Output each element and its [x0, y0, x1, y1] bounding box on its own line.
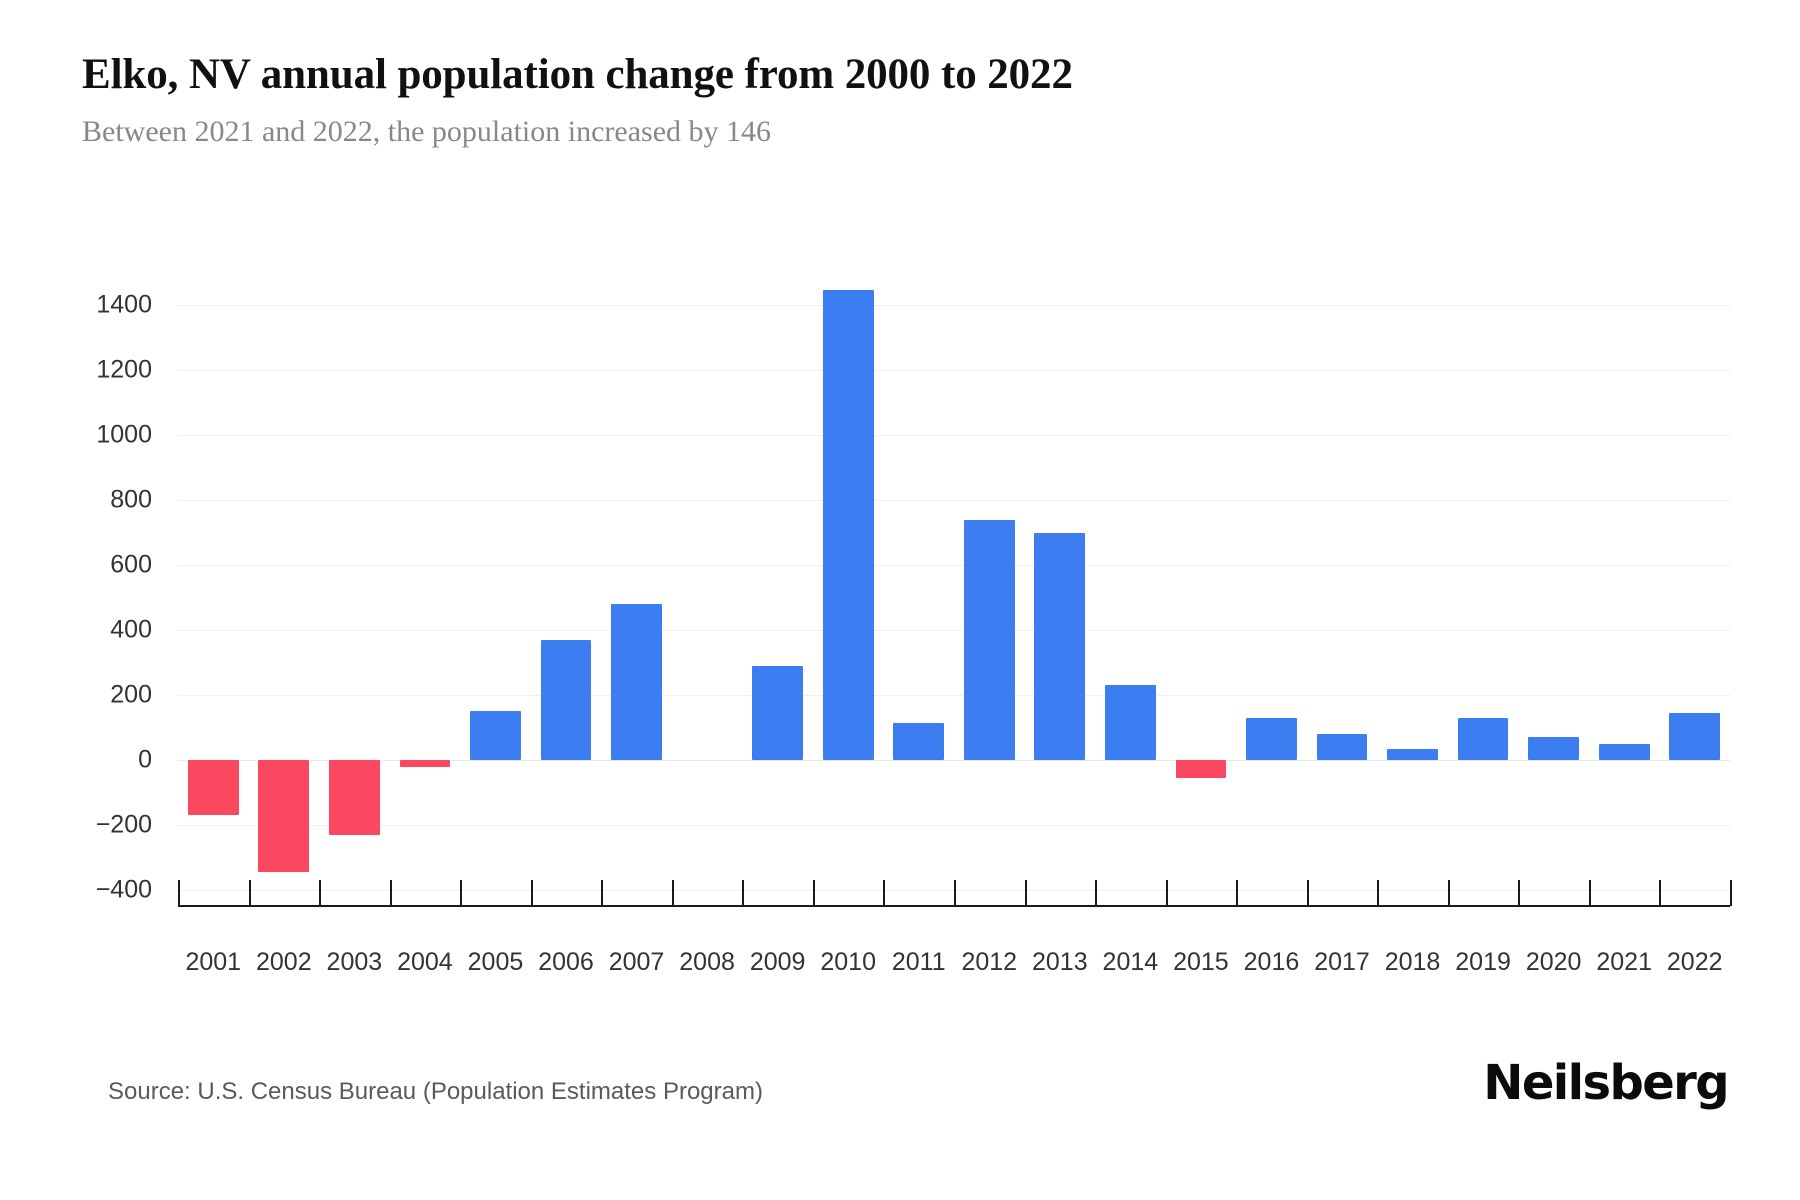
y-axis-tick-label: 1400: [96, 290, 152, 319]
chart-header: Elko, NV annual population change from 2…: [82, 51, 1682, 150]
x-axis-tick: [178, 880, 180, 906]
grid-line: [178, 305, 1730, 306]
y-axis-tick-label: 1000: [96, 420, 152, 449]
x-axis-tick: [460, 880, 463, 906]
y-axis-tick-label: 1200: [96, 355, 152, 384]
x-axis-tick-label: 2020: [1525, 948, 1582, 976]
bar-2004[interactable]: [399, 760, 451, 767]
y-axis-tick-label: 800: [110, 485, 152, 514]
bar-2015[interactable]: [1175, 760, 1227, 778]
x-axis-tick-label: 2012: [961, 948, 1018, 976]
x-axis-tick-label: 2010: [820, 948, 876, 976]
page-title: Elko, NV annual population change from 2…: [82, 51, 1073, 98]
x-axis-tick-label: 2009: [749, 948, 806, 976]
bar-2009[interactable]: [752, 665, 804, 760]
bar-2016[interactable]: [1246, 718, 1297, 760]
y-axis-tick-label: 200: [110, 680, 152, 709]
x-axis-tick-label: 2002: [256, 948, 312, 976]
zero-baseline: [178, 760, 1730, 761]
x-axis-tick-label: 2014: [1102, 948, 1159, 976]
bar-2003[interactable]: [328, 760, 380, 835]
bar-2014[interactable]: [1104, 685, 1156, 760]
x-axis-tick: [248, 880, 251, 906]
neilsberg-logo: Neilsberg: [1483, 1055, 1729, 1111]
x-axis-tick: [1659, 880, 1662, 906]
x-axis-tick-label: 2011: [891, 948, 946, 976]
x-axis-tick-label: 2017: [1314, 948, 1370, 976]
x-axis-tick-label: 2022: [1666, 948, 1723, 976]
bar-2012[interactable]: [963, 519, 1015, 760]
x-axis-tick: [1730, 880, 1732, 906]
bar-2001[interactable]: [187, 760, 239, 816]
bar-2011[interactable]: [893, 722, 945, 760]
grid-line: [178, 565, 1730, 566]
x-axis-tick: [1095, 880, 1098, 906]
x-axis-tick: [389, 880, 392, 906]
x-axis-tick: [812, 880, 815, 906]
x-axis-tick-label: 2004: [397, 948, 453, 976]
bar-2007[interactable]: [611, 604, 662, 760]
bar-2021[interactable]: [1598, 743, 1650, 760]
x-axis-tick-label: 2021: [1596, 948, 1652, 976]
x-axis-tick: [601, 880, 604, 906]
bar-2005[interactable]: [470, 711, 521, 760]
x-axis-tick-label: 2013: [1032, 948, 1088, 976]
bar-2019[interactable]: [1457, 717, 1509, 760]
bar-2002[interactable]: [258, 760, 310, 873]
grid-line: [178, 695, 1730, 696]
bar-2013[interactable]: [1034, 532, 1086, 760]
x-axis-tick: [742, 880, 745, 906]
grid-line: [178, 630, 1730, 631]
bar-2018[interactable]: [1387, 748, 1438, 760]
x-axis-tick-label: 2016: [1243, 948, 1300, 976]
x-axis-tick-label: 2007: [608, 948, 665, 976]
x-axis-tick: [671, 880, 674, 906]
x-axis-tick-label: 2001: [185, 948, 242, 976]
x-axis-tick: [319, 880, 322, 906]
x-axis-tick-label: 2006: [538, 948, 594, 976]
bar-2006[interactable]: [540, 639, 592, 760]
x-axis-tick-label: 2008: [679, 948, 735, 976]
grid-line: [178, 825, 1730, 826]
y-axis-tick-label: −200: [95, 810, 152, 839]
x-axis-tick-label: 2015: [1173, 948, 1229, 976]
x-axis-tick: [1306, 880, 1309, 906]
x-axis-tick-label: 2018: [1384, 948, 1441, 976]
y-axis-tick-label: 600: [110, 550, 152, 579]
x-axis-tick: [954, 880, 956, 906]
y-axis-tick-label: 0: [138, 745, 152, 774]
x-axis-line: [178, 905, 1730, 907]
bar-2017[interactable]: [1316, 734, 1368, 760]
bar-2022[interactable]: [1669, 712, 1721, 760]
source-note: Source: U.S. Census Bureau (Population E…: [108, 1078, 763, 1105]
chart-subtitle: Between 2021 and 2022, the population in…: [82, 115, 772, 149]
grid-line: [178, 435, 1730, 436]
x-axis-tick: [1588, 880, 1591, 906]
x-axis-tick-label: 2005: [467, 948, 524, 976]
x-axis-tick: [883, 880, 886, 906]
y-axis-tick-label: −400: [95, 875, 152, 904]
x-axis-tick: [1236, 880, 1239, 906]
x-axis-tick: [1024, 880, 1027, 906]
grid-line: [178, 370, 1730, 371]
x-axis-tick: [1377, 880, 1380, 906]
bar-2020[interactable]: [1528, 736, 1580, 760]
x-axis-tick: [1165, 880, 1168, 906]
grid-line: [178, 500, 1730, 501]
y-axis-tick-label: 400: [110, 615, 152, 644]
bar-2010[interactable]: [822, 290, 874, 760]
x-axis-tick-label: 2019: [1455, 948, 1511, 976]
x-axis-tick: [530, 880, 533, 906]
x-axis-tick: [1518, 880, 1521, 906]
x-axis-tick: [1447, 880, 1450, 906]
x-axis-tick-label: 2003: [326, 948, 383, 976]
